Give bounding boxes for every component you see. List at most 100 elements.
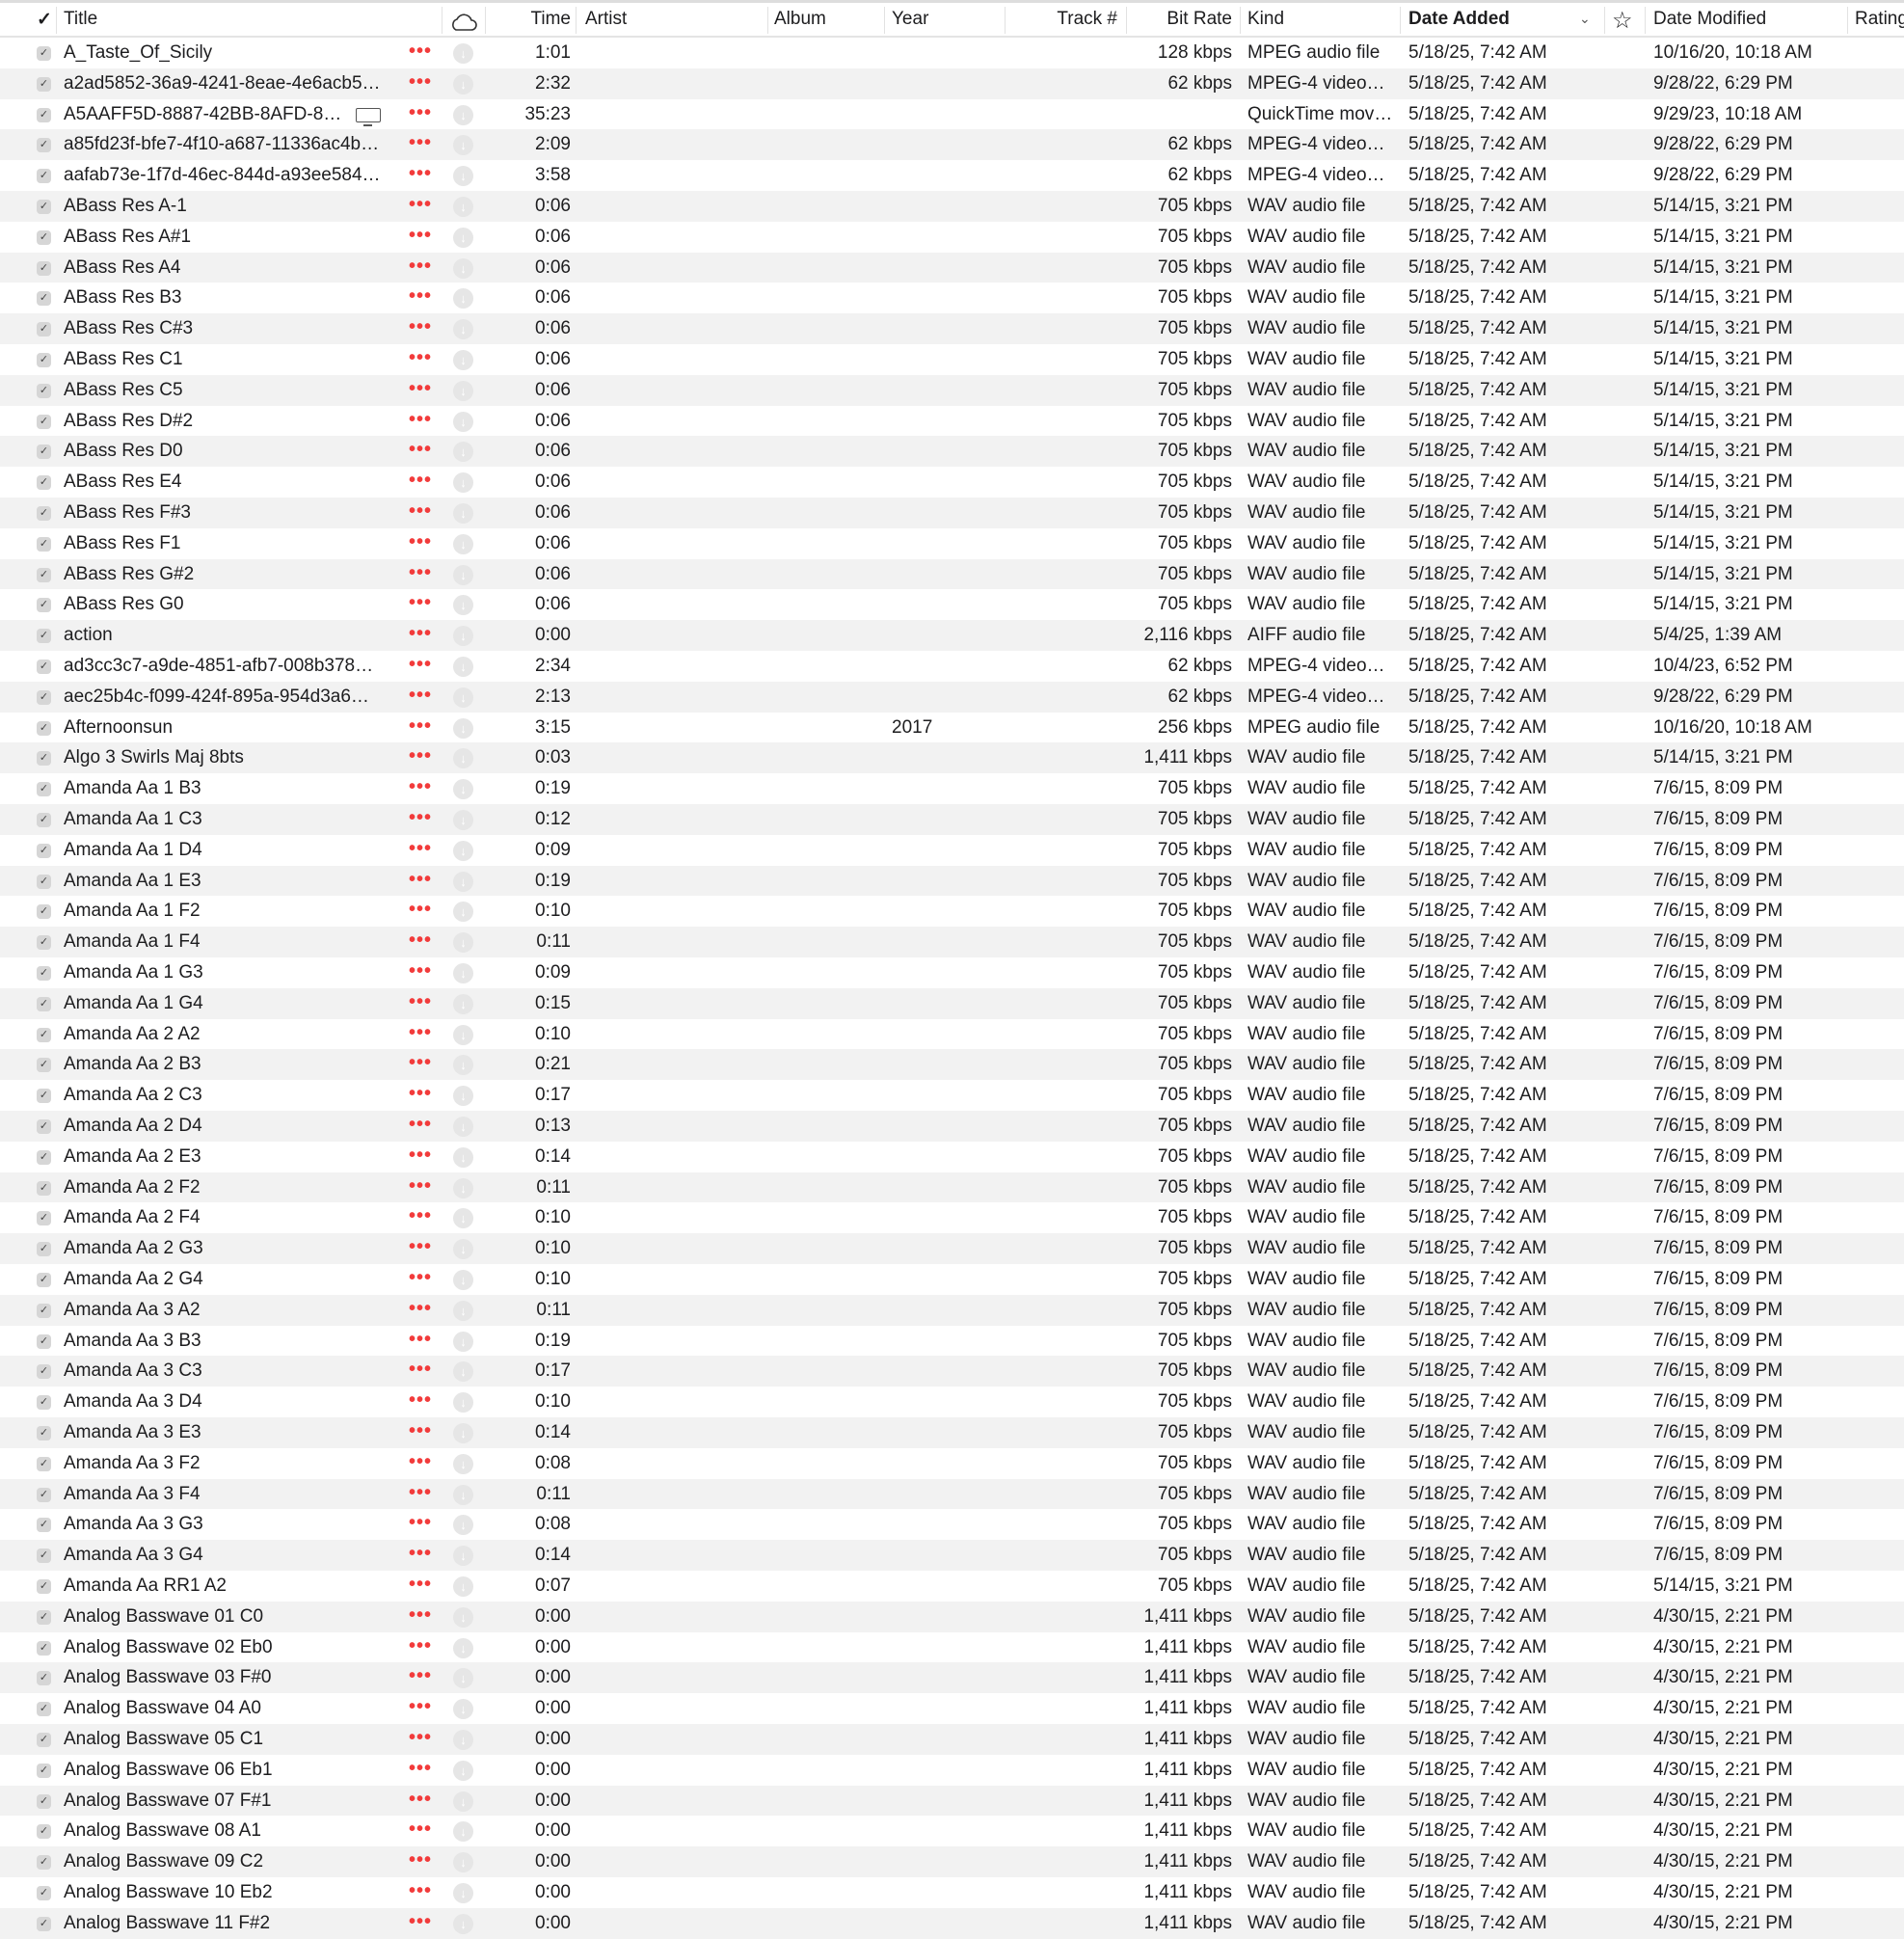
- more-options-icon[interactable]: •••: [409, 1512, 433, 1534]
- track-checkbox[interactable]: ✓: [37, 260, 51, 276]
- track-checkbox[interactable]: ✓: [37, 996, 51, 1011]
- track-row[interactable]: ✓ ABass Res F1 ••• ↓ 0:06 705 kbps WAV audio f…: [0, 528, 1904, 559]
- track-row[interactable]: ✓ ABass Res G#2 ••• ↓ 0:06 705 kbps WAV audio …: [0, 558, 1904, 590]
- track-checkbox[interactable]: ✓: [37, 1426, 51, 1441]
- track-row[interactable]: ✓ Analog Basswave 02 Eb0 ••• ↓ 0:00 1,411 kbp…: [0, 1632, 1904, 1663]
- track-row[interactable]: ✓ ABass Res A4 ••• ↓ 0:06 705 kbps WAV audio f…: [0, 252, 1904, 283]
- download-icon[interactable]: ↓: [453, 1913, 473, 1934]
- track-checkbox[interactable]: ✓: [37, 1640, 51, 1656]
- more-options-icon[interactable]: •••: [409, 377, 433, 399]
- more-options-icon[interactable]: •••: [409, 500, 433, 522]
- track-row[interactable]: ✓ Analog Basswave 11 F#2 ••• ↓ 0:00 1,411 kbp…: [0, 1907, 1904, 1939]
- track-row[interactable]: ✓ Analog Basswave 10 Eb2 ••• ↓ 0:00 1,411 kbp…: [0, 1877, 1904, 1908]
- more-options-icon[interactable]: •••: [409, 684, 433, 706]
- download-icon[interactable]: ↓: [453, 227, 473, 248]
- column-divider[interactable]: [485, 7, 486, 34]
- track-checkbox[interactable]: ✓: [37, 383, 51, 398]
- download-icon[interactable]: ↓: [453, 1883, 473, 1903]
- more-options-icon[interactable]: •••: [409, 1910, 433, 1932]
- track-row[interactable]: ✓ ABass Res A#1 ••• ↓ 0:06 705 kbps WAV audio …: [0, 222, 1904, 253]
- download-icon[interactable]: ↓: [453, 657, 473, 677]
- track-row[interactable]: ✓ Amanda Aa 3 G4 ••• ↓ 0:14 705 kbps WAV audio…: [0, 1540, 1904, 1571]
- track-row[interactable]: ✓ Analog Basswave 08 A1 ••• ↓ 0:00 1,411 kbps…: [0, 1816, 1904, 1846]
- track-checkbox[interactable]: ✓: [37, 1886, 51, 1900]
- track-checkbox[interactable]: ✓: [37, 1211, 51, 1226]
- more-options-icon[interactable]: •••: [409, 1328, 433, 1350]
- download-icon[interactable]: ↓: [453, 779, 473, 800]
- track-checkbox[interactable]: ✓: [37, 629, 51, 644]
- track-row[interactable]: ✓ Amanda Aa 2 D4 ••• ↓ 0:13 705 kbps WAV audio…: [0, 1111, 1904, 1142]
- more-options-icon[interactable]: •••: [409, 1634, 433, 1656]
- download-icon[interactable]: ↓: [453, 1208, 473, 1229]
- track-row[interactable]: ✓ Amanda Aa 3 F2 ••• ↓ 0:08 705 kbps WAV audio…: [0, 1448, 1904, 1479]
- track-checkbox[interactable]: ✓: [37, 506, 51, 521]
- more-options-icon[interactable]: •••: [409, 530, 433, 552]
- more-options-icon[interactable]: •••: [409, 623, 433, 645]
- more-options-icon[interactable]: •••: [409, 470, 433, 492]
- track-checkbox[interactable]: ✓: [37, 966, 51, 981]
- more-options-icon[interactable]: •••: [409, 837, 433, 859]
- more-options-icon[interactable]: •••: [409, 1603, 433, 1626]
- track-checkbox[interactable]: ✓: [37, 138, 51, 153]
- track-checkbox[interactable]: ✓: [37, 1609, 51, 1625]
- track-row[interactable]: ✓ Amanda Aa 2 A2 ••• ↓ 0:10 705 kbps WAV audio…: [0, 1019, 1904, 1050]
- download-icon[interactable]: ↓: [453, 595, 473, 616]
- download-icon[interactable]: ↓: [453, 135, 473, 156]
- track-checkbox[interactable]: ✓: [37, 475, 51, 491]
- more-options-icon[interactable]: •••: [409, 1574, 433, 1595]
- download-icon[interactable]: ↓: [453, 1239, 473, 1260]
- more-options-icon[interactable]: •••: [409, 561, 433, 583]
- track-row[interactable]: ✓ Afternoonsun ••• ↓ 3:15 2017 256 kbps MPEG au…: [0, 713, 1904, 743]
- track-checkbox[interactable]: ✓: [37, 444, 51, 460]
- download-icon[interactable]: ↓: [453, 1484, 473, 1505]
- more-options-icon[interactable]: •••: [409, 807, 433, 828]
- track-checkbox[interactable]: ✓: [37, 200, 51, 214]
- more-options-icon[interactable]: •••: [409, 1880, 433, 1901]
- track-row[interactable]: ✓ Amanda Aa 2 G3 ••• ↓ 0:10 705 kbps WAV audio…: [0, 1233, 1904, 1264]
- column-divider[interactable]: [1126, 7, 1127, 34]
- track-checkbox[interactable]: ✓: [37, 46, 51, 61]
- track-row[interactable]: ✓ Amanda Aa 2 G4 ••• ↓ 0:10 705 kbps WAV audio…: [0, 1264, 1904, 1295]
- more-options-icon[interactable]: •••: [409, 1849, 433, 1872]
- download-icon[interactable]: ↓: [453, 963, 473, 983]
- track-checkbox[interactable]: ✓: [37, 1273, 51, 1287]
- download-icon[interactable]: ↓: [453, 1361, 473, 1383]
- track-checkbox[interactable]: ✓: [37, 874, 51, 889]
- more-options-icon[interactable]: •••: [409, 1757, 433, 1779]
- download-icon[interactable]: ↓: [453, 1300, 473, 1321]
- download-icon[interactable]: ↓: [453, 840, 473, 861]
- track-checkbox[interactable]: ✓: [37, 751, 51, 767]
- track-row[interactable]: ✓ aafab73e-1f7d-46ec-844d-a93ee584… ••• ↓ 3:…: [0, 160, 1904, 191]
- column-divider[interactable]: [576, 7, 577, 34]
- track-row[interactable]: ✓ Amanda Aa 1 B3 ••• ↓ 0:19 705 kbps WAV audio…: [0, 773, 1904, 804]
- download-icon[interactable]: ↓: [453, 1146, 473, 1168]
- track-checkbox[interactable]: ✓: [37, 1793, 51, 1809]
- download-icon[interactable]: ↓: [453, 533, 473, 554]
- track-checkbox[interactable]: ✓: [37, 169, 51, 184]
- track-checkbox[interactable]: ✓: [37, 782, 51, 797]
- more-options-icon[interactable]: •••: [409, 1083, 433, 1105]
- download-icon[interactable]: ↓: [453, 1453, 473, 1474]
- download-icon[interactable]: ↓: [453, 1760, 473, 1781]
- more-options-icon[interactable]: •••: [409, 990, 433, 1012]
- download-icon[interactable]: ↓: [453, 871, 473, 892]
- header-check-column[interactable]: ✓: [37, 10, 52, 30]
- download-icon[interactable]: ↓: [453, 411, 473, 432]
- track-row[interactable]: ✓ Analog Basswave 06 Eb1 ••• ↓ 0:00 1,411 kbp…: [0, 1755, 1904, 1786]
- track-checkbox[interactable]: ✓: [37, 720, 51, 736]
- download-icon[interactable]: ↓: [453, 687, 473, 708]
- track-checkbox[interactable]: ✓: [37, 1916, 51, 1931]
- column-divider[interactable]: [1240, 7, 1241, 34]
- more-options-icon[interactable]: •••: [409, 745, 433, 768]
- track-row[interactable]: ✓ Analog Basswave 03 F#0 ••• ↓ 0:00 1,411 kbp…: [0, 1662, 1904, 1694]
- download-icon[interactable]: ↓: [453, 166, 473, 187]
- more-options-icon[interactable]: •••: [409, 1389, 433, 1412]
- download-icon[interactable]: ↓: [453, 472, 473, 494]
- track-row[interactable]: ✓ A_Taste_Of_Sicily ••• ↓ 1:01 128 kbps MPEG a…: [0, 38, 1904, 68]
- more-options-icon[interactable]: •••: [409, 1788, 433, 1810]
- more-options-icon[interactable]: •••: [409, 714, 433, 737]
- track-checkbox[interactable]: ✓: [37, 567, 51, 582]
- track-checkbox[interactable]: ✓: [37, 229, 51, 245]
- download-icon[interactable]: ↓: [453, 442, 473, 463]
- column-divider[interactable]: [767, 7, 768, 34]
